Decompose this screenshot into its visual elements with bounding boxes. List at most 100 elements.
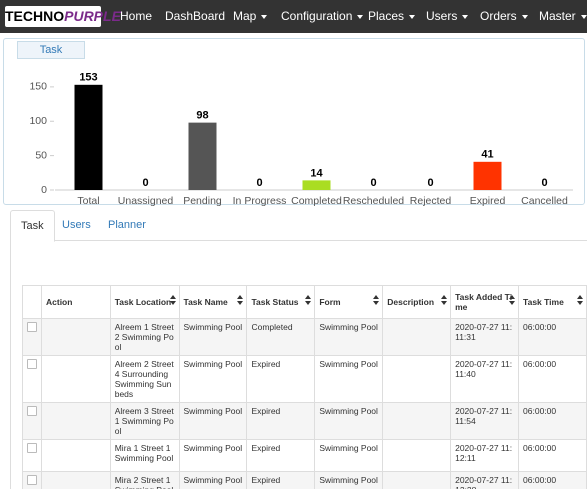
- sort-icon: [577, 295, 583, 299]
- nav-label: Places: [368, 9, 405, 23]
- table-row: Alreem 1 Street 2 Swimming Pool Swimming …: [22, 318, 587, 356]
- sort-icon: [237, 295, 244, 299]
- table-cell: 06:00:00: [518, 439, 587, 472]
- checkbox-cell: [22, 402, 42, 440]
- sort-icon: [441, 301, 448, 305]
- table-cell: Swimming Pool: [314, 355, 384, 403]
- checkbox[interactable]: [27, 359, 37, 369]
- nav-item[interactable]: Master: [539, 0, 587, 33]
- table-cell: Mira 1 Street 1 Swimming Pool: [109, 439, 180, 472]
- column-header[interactable]: Task Name: [178, 285, 248, 319]
- description-cell: [382, 355, 452, 403]
- checkbox[interactable]: [27, 443, 37, 453]
- caret: [580, 14, 587, 19]
- column-header[interactable]: Description: [382, 285, 452, 319]
- x-tick-label: Completed: [291, 195, 342, 207]
- action-cell: [41, 355, 111, 403]
- checkbox[interactable]: [27, 406, 37, 416]
- checkbox[interactable]: [27, 475, 37, 485]
- checkbox-cell: [22, 471, 42, 489]
- table-cell: Mira 2 Street 1 Swimming Pool: [109, 471, 180, 489]
- table-cell: Swimming Pool: [314, 471, 384, 489]
- description-cell: [382, 471, 452, 489]
- x-tick-label: Pending: [183, 195, 222, 207]
- checkbox-cell: [22, 439, 42, 472]
- table-cell: Swimming Pool: [314, 318, 384, 356]
- column-header[interactable]: Task Location: [109, 285, 180, 319]
- y-tick-label: 100: [29, 115, 47, 127]
- table-cell: Swimming Pool: [314, 439, 384, 472]
- value-label: 153: [79, 72, 97, 84]
- table-cell: 2020-07-27 11:11:40: [450, 355, 520, 403]
- sort-icon: [509, 301, 516, 305]
- table-row: Alreem 3 Street 1 Swimming Pool Swimming …: [22, 402, 587, 440]
- table-cell: 2020-07-27 11:11:54: [450, 402, 520, 440]
- chart: 0 50 100 150 Total 153 Unassigned 0 Pending 98 In …: [29, 72, 573, 207]
- x-tick-label: Expired: [470, 195, 506, 207]
- table-cell: 2020-07-27 11:12:28: [450, 471, 520, 489]
- column-header[interactable]: Task Added Time: [450, 285, 520, 319]
- bar: [302, 180, 331, 190]
- table-cell: 06:00:00: [518, 318, 587, 356]
- sort-icon: [373, 295, 380, 299]
- logo-part: PURPLE: [64, 8, 121, 24]
- header-label: Form: [319, 297, 341, 307]
- x-tick-label: Rejected: [410, 195, 452, 207]
- sort-icon: [577, 301, 583, 305]
- nav-item[interactable]: Users: [426, 0, 469, 33]
- value-label: 14: [310, 167, 323, 179]
- table-cell: Expired: [246, 439, 316, 472]
- x-tick-label: In Progress: [233, 195, 287, 207]
- nav-item[interactable]: Orders: [480, 0, 528, 33]
- value-label: 0: [427, 177, 433, 189]
- nav-item[interactable]: Map: [233, 0, 268, 33]
- sort-icon: [305, 295, 312, 299]
- checkbox-cell: [22, 355, 42, 403]
- column-header[interactable]: Task Status: [246, 285, 316, 319]
- nav-item[interactable]: Home: [120, 0, 152, 33]
- action-cell: [41, 318, 111, 356]
- bar: [473, 161, 502, 190]
- x-tick-label: Unassigned: [118, 195, 174, 207]
- nav-label: Home: [120, 9, 153, 23]
- checkbox-cell: [22, 318, 42, 356]
- task-table: Action Task Location Task Name Task Status F…: [22, 285, 587, 489]
- table-row: Mira 2 Street 1 Swimming Pool Swimming Po…: [22, 471, 587, 489]
- nav-item[interactable]: Places: [368, 0, 416, 33]
- header-label: Task Added Time: [455, 292, 513, 312]
- action-cell: [41, 471, 111, 489]
- table-cell: Swimming Pool: [178, 402, 248, 440]
- table-cell: Expired: [246, 402, 316, 440]
- chart-button[interactable]: Task: [17, 41, 85, 59]
- x-tick-label: Cancelled: [521, 195, 568, 207]
- caret: [521, 14, 528, 19]
- table-cell: Swimming Pool: [178, 355, 248, 403]
- tab[interactable]: Users: [62, 219, 91, 231]
- divider: [10, 240, 11, 489]
- sort-icon: [373, 301, 380, 305]
- column-header[interactable]: Task Time: [518, 285, 587, 319]
- sort-icon: [305, 301, 312, 305]
- table-cell: Alreem 1 Street 2 Swimming Pool: [109, 318, 180, 356]
- bar: [188, 122, 217, 190]
- column-header: Action: [41, 285, 111, 319]
- description-cell: [382, 318, 452, 356]
- tab[interactable]: Task: [10, 210, 55, 242]
- table-cell: Alreem 2 Street 4 Surrounding Swimming S…: [109, 355, 180, 403]
- x-tick-label: Total: [77, 195, 99, 207]
- caret: [261, 14, 268, 19]
- column-header[interactable]: Form: [314, 285, 384, 319]
- action-cell: [41, 439, 111, 472]
- checkbox[interactable]: [27, 322, 37, 332]
- value-label: 41: [481, 149, 493, 161]
- y-tick-label: 50: [35, 149, 47, 161]
- nav-label: Configuration: [281, 9, 353, 23]
- description-cell: [382, 402, 452, 440]
- nav-item[interactable]: Configuration: [281, 0, 364, 33]
- logo[interactable]: TECHNOPURPLE: [5, 6, 121, 27]
- value-label: 0: [256, 177, 262, 189]
- sort-icon: [169, 301, 176, 305]
- tab[interactable]: Planner: [108, 219, 146, 231]
- caret: [357, 14, 364, 19]
- nav-item[interactable]: DashBoard: [165, 0, 225, 33]
